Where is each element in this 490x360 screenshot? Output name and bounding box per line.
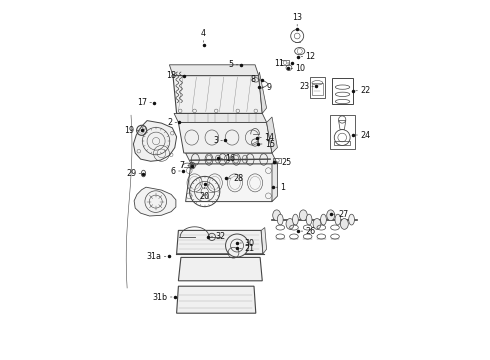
Text: 15: 15 xyxy=(265,140,275,149)
Text: 17: 17 xyxy=(137,98,147,107)
Text: 3: 3 xyxy=(213,136,218,145)
Ellipse shape xyxy=(293,214,298,225)
Polygon shape xyxy=(178,257,262,281)
Polygon shape xyxy=(176,230,263,254)
Polygon shape xyxy=(272,164,277,202)
Polygon shape xyxy=(267,117,277,153)
Bar xyxy=(281,60,289,65)
Bar xyxy=(330,115,355,149)
Text: 5: 5 xyxy=(228,60,233,69)
Text: 10: 10 xyxy=(295,64,305,73)
Ellipse shape xyxy=(277,214,283,225)
Text: 13: 13 xyxy=(292,13,302,22)
Polygon shape xyxy=(173,76,262,113)
Text: 32: 32 xyxy=(216,233,225,242)
Text: 19: 19 xyxy=(124,126,134,135)
Ellipse shape xyxy=(286,219,294,229)
Text: 30: 30 xyxy=(245,239,254,248)
Polygon shape xyxy=(261,228,267,254)
Ellipse shape xyxy=(306,214,312,225)
Polygon shape xyxy=(186,153,277,164)
Circle shape xyxy=(225,234,248,257)
Text: 27: 27 xyxy=(338,210,348,219)
Text: 24: 24 xyxy=(360,131,370,140)
Polygon shape xyxy=(133,121,176,161)
Text: 21: 21 xyxy=(245,244,254,253)
Text: 31a: 31a xyxy=(147,252,162,261)
Polygon shape xyxy=(174,113,267,122)
Polygon shape xyxy=(178,122,272,153)
Polygon shape xyxy=(186,164,277,202)
Text: 11: 11 xyxy=(274,59,285,68)
Ellipse shape xyxy=(320,214,326,225)
Text: 26: 26 xyxy=(305,227,316,236)
Ellipse shape xyxy=(273,210,281,221)
Text: 18: 18 xyxy=(167,71,176,80)
Text: 7: 7 xyxy=(180,161,185,170)
Polygon shape xyxy=(259,72,267,113)
Text: 4: 4 xyxy=(201,29,206,38)
Ellipse shape xyxy=(327,210,335,221)
Text: 16: 16 xyxy=(225,154,235,163)
Bar xyxy=(332,78,353,104)
Text: 22: 22 xyxy=(360,86,370,95)
Polygon shape xyxy=(134,187,176,216)
Text: 9: 9 xyxy=(267,83,272,92)
Text: 6: 6 xyxy=(171,166,176,176)
Text: 12: 12 xyxy=(305,52,316,61)
Ellipse shape xyxy=(313,219,321,229)
Bar xyxy=(312,83,323,95)
Text: 8: 8 xyxy=(250,76,255,85)
Text: 14: 14 xyxy=(264,133,274,142)
Polygon shape xyxy=(176,286,256,313)
Text: 31b: 31b xyxy=(152,292,168,302)
Ellipse shape xyxy=(299,210,307,221)
Text: 25: 25 xyxy=(281,158,291,166)
Text: 28: 28 xyxy=(233,174,244,183)
Ellipse shape xyxy=(335,214,341,225)
Polygon shape xyxy=(170,65,259,76)
Text: 2: 2 xyxy=(167,118,172,127)
Text: 20: 20 xyxy=(199,192,210,201)
Bar xyxy=(310,77,325,98)
Ellipse shape xyxy=(341,219,348,229)
Text: 23: 23 xyxy=(299,82,309,91)
Text: 1: 1 xyxy=(280,183,285,192)
Text: 29: 29 xyxy=(126,169,136,178)
Ellipse shape xyxy=(349,214,354,225)
